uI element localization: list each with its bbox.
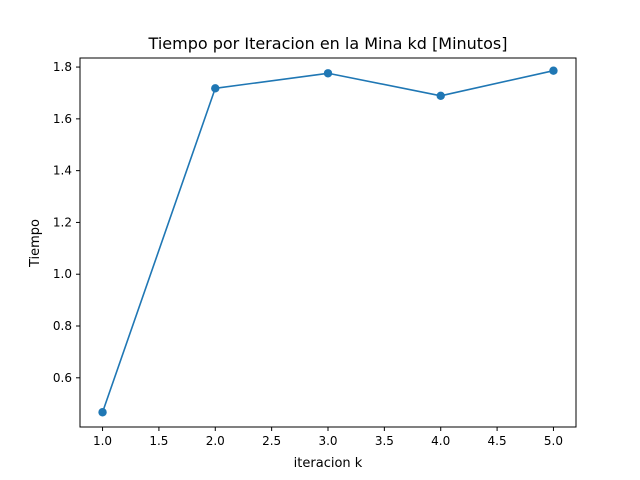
x-tick-label: 2.0 [206,434,225,448]
data-point [323,69,333,78]
x-axis-label: iteracion k [294,456,363,471]
x-tick-label: 4.0 [431,434,450,448]
y-axis-ticks: 0.6 0.8 1.0 1.2 1.4 1.6 1.8 [53,60,80,385]
y-tick-label: 1.2 [53,215,72,229]
y-tick-label: 0.6 [53,371,72,385]
x-tick-label: 4.5 [488,434,507,448]
x-tick-label: 2.5 [262,434,281,448]
x-axis-ticks: 1.0 1.5 2.0 2.5 3.0 3.5 4.0 4.5 5.0 [93,427,563,448]
x-tick-label: 3.5 [375,434,394,448]
y-tick-label: 1.4 [53,164,72,178]
x-tick-label: 5.0 [544,434,563,448]
x-tick-label: 1.0 [93,434,112,448]
y-tick-label: 1.8 [53,60,72,74]
y-tick-label: 0.8 [53,319,72,333]
data-point [211,84,220,93]
y-tick-label: 1.0 [53,267,72,281]
x-tick-label: 3.0 [318,434,337,448]
series-layer [98,66,558,417]
y-tick-label: 1.6 [53,112,72,126]
x-tick-label: 1.5 [149,434,168,448]
y-axis-label: Tiempo [28,219,43,268]
chart-title: Tiempo por Iteracion en la Mina kd [Minu… [148,34,508,53]
plot-frame [79,57,577,428]
data-point [549,66,558,75]
data-point [436,91,445,101]
data-point [98,408,107,417]
